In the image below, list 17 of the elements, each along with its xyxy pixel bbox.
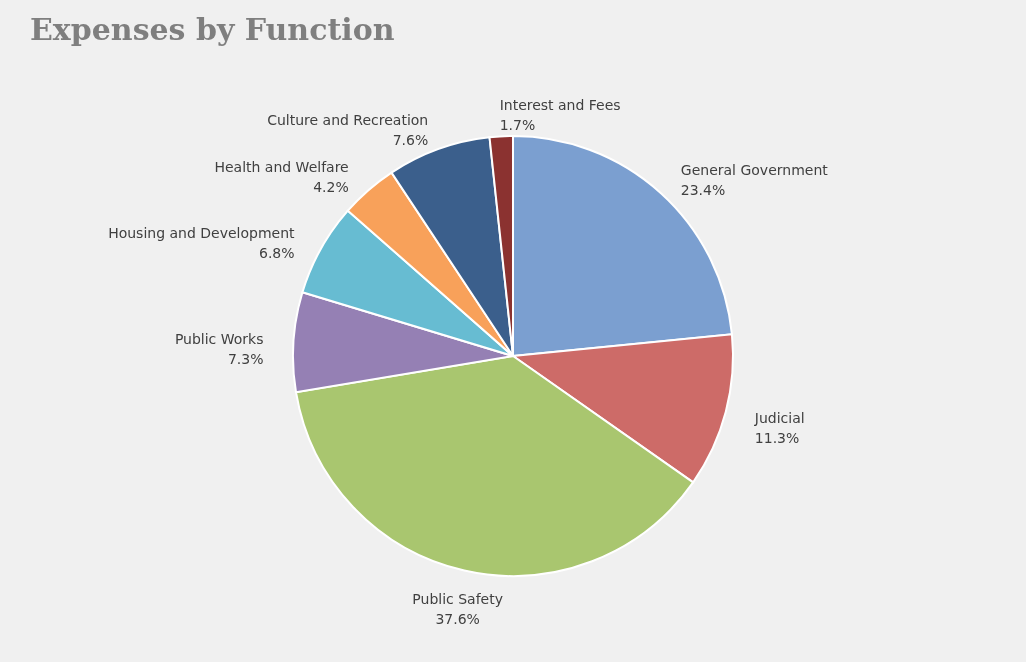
data-label: 6.8% [258,245,295,262]
slice-label: Housing and Development [108,225,296,242]
chart-title: Expenses by Function [30,12,395,47]
slice-label: Public Safety [412,590,503,607]
data-label: 7.6% [392,131,429,148]
data-label: 37.6% [435,610,480,627]
slice-label: Culture and Recreation [267,111,429,128]
data-label: 11.3% [754,430,800,447]
data-label: 4.2% [313,178,349,195]
slice-label: General Government [680,161,829,178]
data-label: 7.3% [227,350,264,367]
slice-label: Interest and Fees [499,97,621,114]
slice-label: Public Works [174,330,264,347]
slice-label: Health and Welfare [214,158,349,175]
data-label: 23.4% [680,181,726,198]
slice-label: Judicial [753,410,805,427]
data-label: 1.7% [499,117,536,134]
